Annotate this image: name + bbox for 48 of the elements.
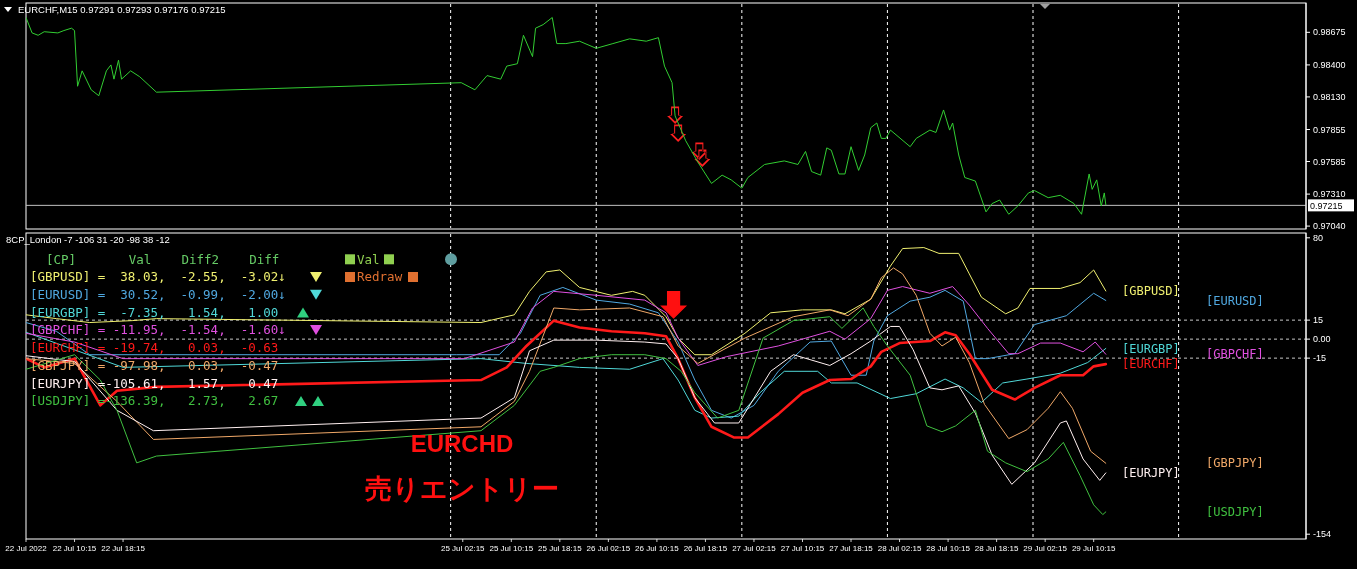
y-tick-label: 0.98400 xyxy=(1313,60,1346,71)
annotation: [EURUSD] = 30.52, -0.99, -2.00↓ xyxy=(30,287,286,303)
x-tick-label: 26 Jul 18:15 xyxy=(683,544,728,553)
y-tick-label: 0.98130 xyxy=(1313,92,1346,103)
y-tick-label: 0.97585 xyxy=(1313,156,1346,167)
annotation: Val xyxy=(357,251,380,267)
x-tick-label: 25 Jul 02:15 xyxy=(440,544,486,553)
chart-title: EURCHF,M15 0.97291 0.97293 0.97176 0.97215 xyxy=(18,4,226,15)
text: [EURUSD] xyxy=(1206,293,1264,308)
x-tick-label: 27 Jul 10:15 xyxy=(780,544,825,553)
x-tick-label: 28 Jul 10:15 xyxy=(926,544,971,553)
series-label: [GBPUSD] xyxy=(1122,284,1180,299)
series-label: [EURCHF] xyxy=(1122,357,1180,372)
text: [GBPJPY] xyxy=(1206,456,1264,471)
x-tick-label: 22 Jul 2022 xyxy=(5,544,48,553)
x-tick-label: 22 Jul 18:15 xyxy=(101,544,146,553)
annotation: [EURGBP] = -7.35, 1.54, 1.00 xyxy=(30,304,279,320)
annotation: 売りエントリー xyxy=(365,473,559,504)
annotation: Redraw xyxy=(357,269,403,285)
annotation: [CP] Val Diff2 Diff xyxy=(46,251,280,267)
x-tick-label: 22 Jul 10:15 xyxy=(52,544,97,553)
series-label: [EURJPY] xyxy=(1122,466,1180,481)
y-tick-label: 80 xyxy=(1313,232,1324,243)
x-tick-label: 25 Jul 18:15 xyxy=(538,544,583,553)
x-tick-label: 28 Jul 18:15 xyxy=(974,544,1019,553)
y-tick-label: 0.97040 xyxy=(1313,221,1346,232)
chart-title: 8CP_London -7 -106 31 -20 -98 38 -12 xyxy=(6,234,170,245)
text: [USDJPY] xyxy=(1206,505,1264,520)
x-tick-label: 26 Jul 10:15 xyxy=(635,544,680,553)
x-tick-label: 28 Jul 02:15 xyxy=(877,544,922,553)
y-tick-label: 0.97855 xyxy=(1313,124,1346,135)
annotation: EURCHD xyxy=(410,430,514,457)
x-tick-label: 27 Jul 18:15 xyxy=(829,544,874,553)
ref-line-label: 0.97215 xyxy=(1310,200,1343,211)
y-tick-label: 0.00 xyxy=(1313,334,1331,345)
x-tick-label: 29 Jul 02:15 xyxy=(1023,544,1068,553)
y-tick-label: 0.97310 xyxy=(1313,189,1346,200)
x-tick-label: 25 Jul 10:15 xyxy=(489,544,534,553)
y-tick-label: -15 xyxy=(1313,353,1327,364)
annotation: [GBPUSD] = 38.03, -2.55, -3.02↓ xyxy=(30,269,286,285)
text: [GBPCHF] xyxy=(1206,347,1264,362)
x-tick-label: 26 Jul 02:15 xyxy=(586,544,631,553)
series-label: [EURGBP] xyxy=(1122,341,1180,356)
x-tick-label: 27 Jul 02:15 xyxy=(732,544,777,553)
x-tick-label: 29 Jul 10:15 xyxy=(1071,544,1117,553)
y-tick-label: 0.98675 xyxy=(1313,27,1346,38)
y-tick-label: 15 xyxy=(1313,315,1324,326)
y-tick-label: -154 xyxy=(1313,529,1332,540)
